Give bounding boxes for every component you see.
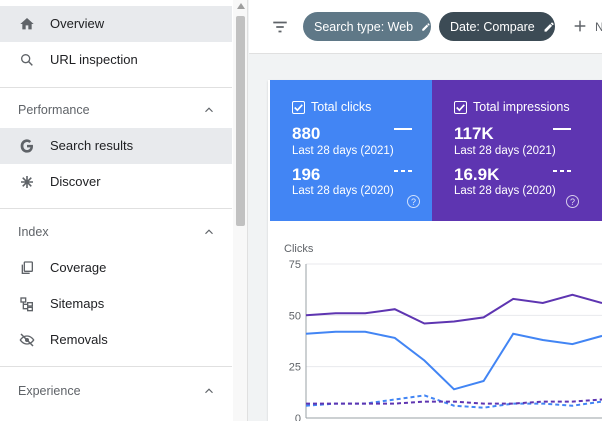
- scroll-thumb[interactable]: [236, 16, 245, 226]
- help-icon[interactable]: ?: [407, 195, 420, 208]
- sidebar-item-coverage[interactable]: Coverage: [0, 250, 232, 286]
- metric-period-current: Last 28 days (2021): [292, 145, 394, 157]
- section-title: Index: [18, 225, 49, 239]
- asterisk-icon: [18, 173, 36, 191]
- chip-label: Date: Compare: [450, 19, 535, 34]
- sidebar-item-label: Overview: [50, 16, 105, 31]
- sidebar-item-label: URL inspection: [50, 52, 138, 67]
- metric-period-previous: Last 28 days (2020): [292, 185, 394, 197]
- sidebar-item-label: Search results: [50, 138, 134, 153]
- google-g-icon: [18, 137, 36, 155]
- scroll-up-arrow-icon[interactable]: [237, 3, 245, 9]
- sidebar-item-removals[interactable]: Removals: [0, 322, 232, 358]
- eye-off-icon: [18, 331, 36, 349]
- checkbox-checked-icon[interactable]: [454, 100, 467, 114]
- divider: [0, 366, 232, 367]
- metric-value-previous: 16.9K: [454, 165, 500, 184]
- divider: [0, 208, 232, 209]
- section-header-performance[interactable]: Performance: [0, 100, 232, 120]
- metric-value-current: 117K: [454, 124, 494, 143]
- metric-title-text: Total clicks: [311, 100, 372, 114]
- home-icon: [18, 15, 36, 33]
- coverage-icon: [18, 259, 36, 277]
- sidebar-item-overview[interactable]: Overview: [0, 6, 232, 42]
- metric-title: Total impressions: [454, 100, 570, 114]
- sidebar-scrollbar[interactable]: [233, 0, 247, 421]
- section-header-experience[interactable]: Experience: [0, 381, 232, 401]
- metric-value-previous: 196: [292, 165, 321, 184]
- y-tick-label: 50: [289, 310, 301, 322]
- metric-period-previous: Last 28 days (2020): [454, 185, 556, 197]
- pencil-icon: [422, 22, 430, 31]
- sidebar-item-discover[interactable]: Discover: [0, 164, 232, 200]
- series-line-0[interactable]: [305, 293, 602, 325]
- sidebar-item-label: Sitemaps: [50, 296, 105, 311]
- section-title: Experience: [18, 384, 81, 398]
- y-tick-label: 0: [295, 413, 301, 421]
- chevron-up-icon: [205, 388, 213, 394]
- sidebar-item-sitemaps[interactable]: Sitemaps: [0, 286, 232, 322]
- series-line-3[interactable]: [306, 398, 602, 405]
- metric-total-clicks[interactable]: Total clicks 880 Last 28 days (2021) 196…: [270, 80, 432, 221]
- checkbox-checked-icon[interactable]: [292, 100, 305, 114]
- solid-line-legend: [553, 128, 571, 130]
- sidebar-item-label: Discover: [50, 174, 101, 189]
- help-icon[interactable]: ?: [566, 195, 579, 208]
- clicks-line-chart: Clicks 75 50 25 0: [268, 221, 602, 421]
- metric-title: Total clicks: [292, 100, 371, 114]
- search-icon: [18, 51, 36, 69]
- chart-plot-area: 75 50 25 0: [289, 259, 602, 421]
- sidebar-item-url-inspection[interactable]: URL inspection: [0, 42, 232, 78]
- chevron-up-icon: [205, 229, 213, 235]
- search-type-chip[interactable]: Search type: Web: [303, 12, 431, 41]
- filter-icon[interactable]: [271, 18, 289, 36]
- metric-title-text: Total impressions: [473, 100, 570, 114]
- dashed-line-legend: [394, 170, 412, 172]
- chevron-up-icon: [205, 107, 213, 113]
- sitemap-icon: [18, 295, 36, 313]
- y-tick-label: 25: [289, 362, 301, 374]
- filter-bar: Search type: Web Date: Compare N: [249, 0, 602, 54]
- metric-period-current: Last 28 days (2021): [454, 145, 556, 157]
- y-axis-title: Clicks: [284, 243, 314, 255]
- sidebar-item-search-results[interactable]: Search results: [0, 128, 232, 164]
- sidebar-item-label: Removals: [50, 332, 108, 347]
- metric-total-impressions[interactable]: Total impressions 117K Last 28 days (202…: [432, 80, 602, 221]
- chip-label: Search type: Web: [314, 19, 414, 34]
- section-title: Performance: [18, 103, 90, 117]
- dashed-line-legend: [553, 170, 571, 172]
- sidebar: Overview URL inspection Performance Sear…: [0, 0, 248, 421]
- add-icon[interactable]: [572, 18, 588, 34]
- performance-card: Total clicks 880 Last 28 days (2021) 196…: [268, 80, 602, 421]
- date-chip[interactable]: Date: Compare: [439, 12, 555, 41]
- series-line-1[interactable]: [305, 330, 602, 391]
- add-filter-label[interactable]: N: [595, 20, 602, 34]
- y-tick-label: 75: [289, 259, 301, 271]
- pencil-icon: [544, 21, 554, 32]
- solid-line-legend: [394, 128, 412, 130]
- sidebar-item-label: Coverage: [50, 260, 107, 275]
- divider: [0, 87, 232, 88]
- metric-value-current: 880: [292, 124, 321, 143]
- section-header-index[interactable]: Index: [0, 222, 232, 242]
